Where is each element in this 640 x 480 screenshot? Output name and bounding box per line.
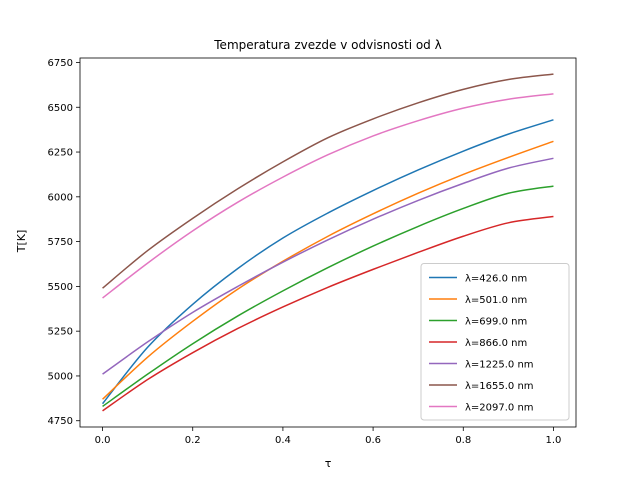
chart-title: Temperatura zvezde v odvisnosti od λ xyxy=(213,38,441,52)
y-tick-label: 6250 xyxy=(48,148,73,159)
y-tick-label: 4750 xyxy=(48,416,73,427)
legend-entry-6: λ=2097.0 nm xyxy=(465,403,534,414)
legend-entry-1: λ=501.0 nm xyxy=(465,295,527,306)
y-axis-label: T[K] xyxy=(15,230,28,254)
x-tick-label: 0.6 xyxy=(365,435,381,446)
legend-entry-5: λ=1655.0 nm xyxy=(465,381,534,392)
y-tick-label: 6750 xyxy=(48,58,73,69)
plot-area: 0.0 0.2 0.4 0.6 0.8 1.0 4750 5000 5250 5500 5750 60… xyxy=(48,57,577,446)
y-tick-label: 5000 xyxy=(48,371,73,382)
series-line-5 xyxy=(102,73,554,289)
legend-entry-4: λ=1225.0 nm xyxy=(465,360,534,371)
axes-frame xyxy=(79,57,577,428)
y-tick-label: 5250 xyxy=(48,327,73,338)
legend-box xyxy=(420,263,570,421)
x-tick-label: 0.4 xyxy=(275,435,291,446)
y-tick-label: 5500 xyxy=(48,282,73,293)
legend-entry-2: λ=699.0 nm xyxy=(465,317,527,328)
y-tick-label: 6000 xyxy=(48,192,73,203)
legend-entry-3: λ=866.0 nm xyxy=(465,338,527,349)
series-line-4 xyxy=(102,157,554,375)
x-tick-label: 0.8 xyxy=(455,435,471,446)
series-line-3 xyxy=(102,215,554,412)
series-line-6 xyxy=(102,93,554,299)
y-tick-label: 5750 xyxy=(48,237,73,248)
x-axis-label: τ xyxy=(325,457,332,470)
series-line-2 xyxy=(102,185,554,408)
legend: λ=426.0 nm λ=501.0 nm λ=699.0 nm λ=866.0 nm… xyxy=(420,263,570,421)
y-tick-label: 6500 xyxy=(48,103,73,114)
legend-entry-0: λ=426.0 nm xyxy=(465,274,527,285)
series-line-1 xyxy=(102,140,554,400)
x-tick-label: 1.0 xyxy=(546,435,562,446)
series-line-0 xyxy=(101,119,554,405)
x-tick-label: 0.2 xyxy=(185,435,201,446)
x-tick-label: 0.0 xyxy=(95,435,111,446)
